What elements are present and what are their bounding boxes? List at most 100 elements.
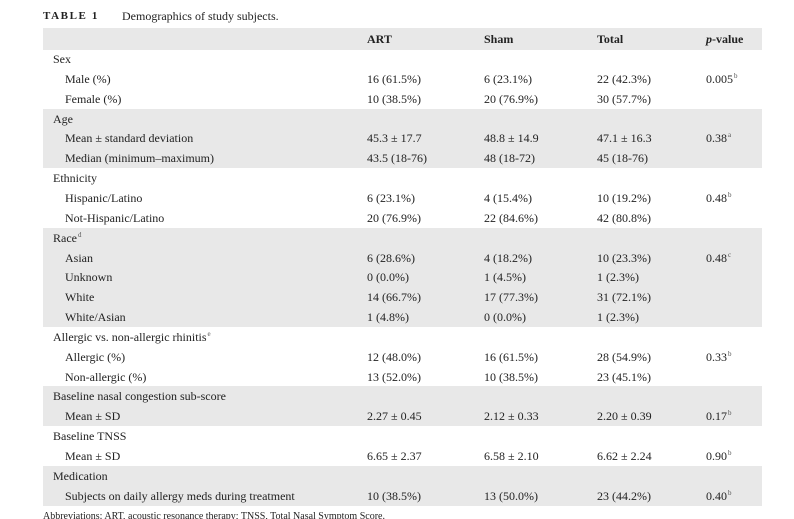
p-value: 0.48 — [706, 190, 727, 205]
p-value-cell: 0.005b — [706, 72, 738, 87]
cell: 22 (42.3%) — [597, 71, 651, 86]
cell: 0 (0.0%) — [484, 310, 526, 325]
cell: 45.3 ± 17.7 — [367, 131, 422, 146]
cell: 23 (45.1%) — [597, 369, 651, 384]
p-value: 0.17 — [706, 409, 727, 424]
section-band — [43, 108, 762, 169]
footnote-marker: b — [728, 349, 732, 358]
cell: 1 (4.5%) — [484, 270, 526, 285]
cell: 6.62 ± 2.24 — [597, 449, 652, 463]
p-value-cell: 0.48c — [706, 251, 731, 266]
cell: 30 (57.7%) — [597, 91, 651, 106]
row-label: Mean ± SD — [65, 449, 121, 463]
cell: 28 (54.9%) — [597, 349, 651, 364]
cell: 6.65 ± 2.37 — [367, 449, 422, 463]
footnote-marker: b — [728, 409, 732, 418]
cell: 1 (2.3%) — [597, 270, 639, 285]
section-title: Baseline TNSS — [53, 429, 127, 444]
section-title-cell: Baseline TNSS — [53, 429, 126, 444]
cell: 23 (44.2%) — [597, 488, 651, 503]
table-label: TABLE 1 — [43, 10, 99, 22]
row-label: Mean ± SD — [65, 409, 121, 424]
cell: 4 (18.2%) — [484, 250, 532, 265]
cell: 6 (28.6%) — [367, 250, 415, 265]
section-title: Sex — [53, 52, 71, 66]
footnote-marker: a — [728, 131, 732, 140]
section-title: Allergic vs. non-allergic rhinitis — [53, 329, 207, 344]
row-label: Allergic (%) — [65, 349, 126, 364]
section-title-cell: Allergic vs. non-allergic rhinitise — [53, 330, 211, 345]
cell: 1 (4.8%) — [367, 310, 409, 325]
section-band — [43, 227, 762, 327]
cell: 14 (66.7%) — [367, 290, 421, 305]
cell: 48 (18-72) — [484, 151, 535, 166]
cell: 12 (48.0%) — [367, 349, 421, 364]
row-label: Non-allergic (%) — [65, 369, 147, 384]
cell: 17 (77.3%) — [484, 290, 538, 305]
cell: 2.20 ± 0.39 — [597, 409, 652, 424]
column-header: p-value — [706, 32, 744, 46]
section-title-cell: Ethnicity — [53, 171, 97, 186]
p-value-cell: 0.40b — [706, 489, 732, 504]
footnote-marker: b — [728, 449, 732, 457]
section-title-cell: Raced — [53, 231, 81, 246]
footnote-marker: e — [207, 329, 211, 338]
section-title: Medication — [53, 468, 108, 483]
cell: 10 (38.5%) — [367, 488, 421, 503]
column-header: ART — [367, 32, 392, 46]
cell: 6 (23.1%) — [484, 71, 532, 86]
row-label: Asian — [65, 250, 93, 265]
cell: 13 (52.0%) — [367, 369, 421, 384]
cell: 42 (80.8%) — [597, 210, 651, 225]
cell: 13 (50.0%) — [484, 488, 538, 503]
section-title-cell: Age — [53, 112, 73, 127]
section-title-cell: Baseline nasal congestion sub-score — [53, 389, 226, 404]
footnote: Abbreviations: ART, acoustic resonance t… — [43, 511, 385, 519]
cell: 45 (18-76) — [597, 151, 648, 166]
cell: 47.1 ± 16.3 — [597, 131, 652, 146]
row-label: Male (%) — [65, 71, 111, 86]
cell: 1 (2.3%) — [597, 310, 639, 325]
p-value-cell: 0.38a — [706, 131, 731, 146]
cell: 31 (72.1%) — [597, 290, 651, 305]
cell: 22 (84.6%) — [484, 210, 538, 225]
cell: 10 (38.5%) — [367, 91, 421, 106]
column-header: Total — [597, 32, 624, 46]
section-title: Age — [53, 111, 73, 126]
cell: 2.27 ± 0.45 — [367, 409, 422, 424]
row-label: Subjects on daily allergy meds during tr… — [65, 488, 295, 503]
row-label: Female (%) — [65, 91, 122, 106]
section-title: Baseline nasal congestion sub-score — [53, 389, 226, 404]
row-label: Unknown — [65, 270, 113, 285]
p-value: 0.005 — [706, 71, 733, 86]
row-label: White — [65, 290, 95, 305]
cell: 6.58 ± 2.10 — [484, 449, 539, 463]
footnote-marker: d — [77, 230, 82, 239]
cell: 4 (15.4%) — [484, 190, 532, 205]
section-title-cell: Medication — [53, 469, 108, 484]
row-label: White/Asian — [65, 310, 126, 325]
p-value: 0.38 — [706, 131, 727, 146]
cell: 20 (76.9%) — [484, 91, 538, 106]
section-title: Race — [53, 230, 77, 245]
footnote-marker: b — [728, 488, 732, 497]
section-band — [43, 386, 762, 427]
row-label: Mean ± standard deviation — [65, 131, 194, 146]
cell: 2.12 ± 0.33 — [484, 409, 539, 424]
p-value: 0.90 — [706, 449, 727, 463]
cell: 43.5 (18-76) — [367, 151, 427, 166]
table-title: Demographics of study subjects. — [122, 9, 279, 23]
p-value-cell: 0.90b — [706, 449, 732, 464]
footnote-marker: c — [728, 250, 732, 259]
footnote-marker: b — [734, 71, 738, 80]
cell: 0 (0.0%) — [367, 270, 409, 285]
p-value: 0.40 — [706, 488, 727, 503]
p-value-cell: 0.17b — [706, 409, 732, 424]
cell: 16 (61.5%) — [367, 71, 421, 86]
cell: 48.8 ± 14.9 — [484, 131, 539, 146]
section-title-cell: Sex — [53, 52, 71, 67]
header-band — [43, 28, 762, 50]
p-value: 0.33 — [706, 349, 727, 364]
cell: 20 (76.9%) — [367, 210, 421, 225]
